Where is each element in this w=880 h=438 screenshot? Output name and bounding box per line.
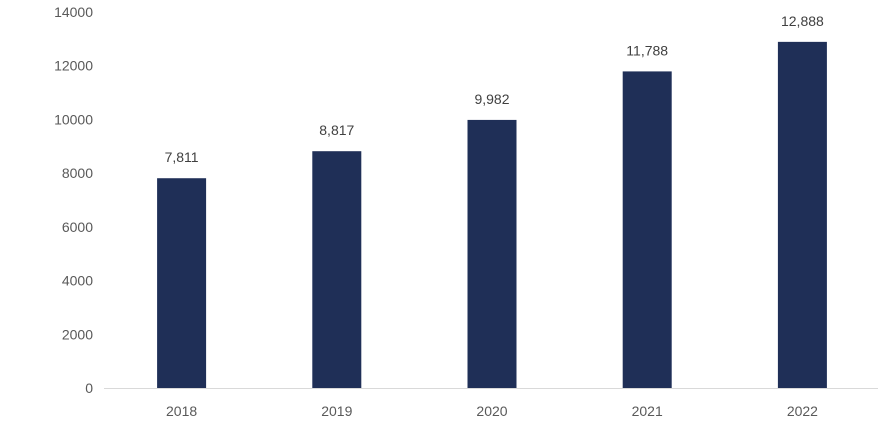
x-tick-label: 2019 <box>321 403 352 419</box>
y-tick-label: 2000 <box>62 326 93 342</box>
y-tick-label: 8000 <box>62 165 93 181</box>
bar <box>312 151 362 388</box>
y-tick-label: 10000 <box>54 111 93 127</box>
data-label: 8,817 <box>319 122 354 138</box>
x-tick-label: 2022 <box>787 403 818 419</box>
data-label: 7,811 <box>165 149 199 165</box>
y-tick-label: 6000 <box>62 219 93 235</box>
data-label: 11,788 <box>626 42 668 58</box>
bar <box>157 178 207 388</box>
x-tick-label: 2018 <box>166 403 197 419</box>
y-axis-ticks: 0 2000 4000 6000 8000 10000 12000 14000 <box>54 4 93 396</box>
bar <box>622 71 672 389</box>
data-labels: 7,811 8,817 9,982 11,788 12,888 <box>165 13 824 165</box>
data-label: 12,888 <box>781 13 824 29</box>
y-tick-label: 0 <box>85 380 93 396</box>
bar <box>467 119 517 389</box>
x-axis-ticks: 2018 2019 2020 2021 2022 <box>166 403 818 419</box>
x-tick-label: 2020 <box>476 403 507 419</box>
y-tick-label: 12000 <box>54 58 93 74</box>
bar <box>777 41 827 388</box>
y-tick-label: 4000 <box>62 273 93 289</box>
bars <box>157 41 827 389</box>
data-label: 9,982 <box>474 91 509 107</box>
y-tick-label: 14000 <box>54 4 93 20</box>
x-tick-label: 2021 <box>632 403 663 419</box>
